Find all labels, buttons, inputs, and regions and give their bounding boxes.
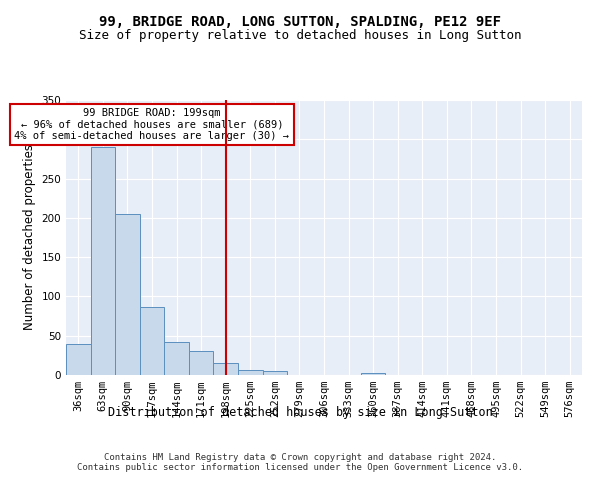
- Bar: [66, 344, 91, 375]
- Text: 99, BRIDGE ROAD, LONG SUTTON, SPALDING, PE12 9EF: 99, BRIDGE ROAD, LONG SUTTON, SPALDING, …: [99, 16, 501, 30]
- Bar: [115, 214, 140, 375]
- Text: Contains HM Land Registry data © Crown copyright and database right 2024.
Contai: Contains HM Land Registry data © Crown c…: [77, 453, 523, 472]
- Text: 99 BRIDGE ROAD: 199sqm
← 96% of detached houses are smaller (689)
4% of semi-det: 99 BRIDGE ROAD: 199sqm ← 96% of detached…: [14, 108, 290, 141]
- Bar: [361, 372, 385, 375]
- Bar: [263, 371, 287, 375]
- Y-axis label: Number of detached properties: Number of detached properties: [23, 144, 36, 330]
- Bar: [164, 342, 189, 375]
- Bar: [238, 370, 263, 375]
- Text: Distribution of detached houses by size in Long Sutton: Distribution of detached houses by size …: [107, 406, 493, 419]
- Bar: [214, 363, 238, 375]
- Text: Size of property relative to detached houses in Long Sutton: Size of property relative to detached ho…: [79, 30, 521, 43]
- Bar: [140, 306, 164, 375]
- Bar: [91, 147, 115, 375]
- Bar: [189, 352, 214, 375]
